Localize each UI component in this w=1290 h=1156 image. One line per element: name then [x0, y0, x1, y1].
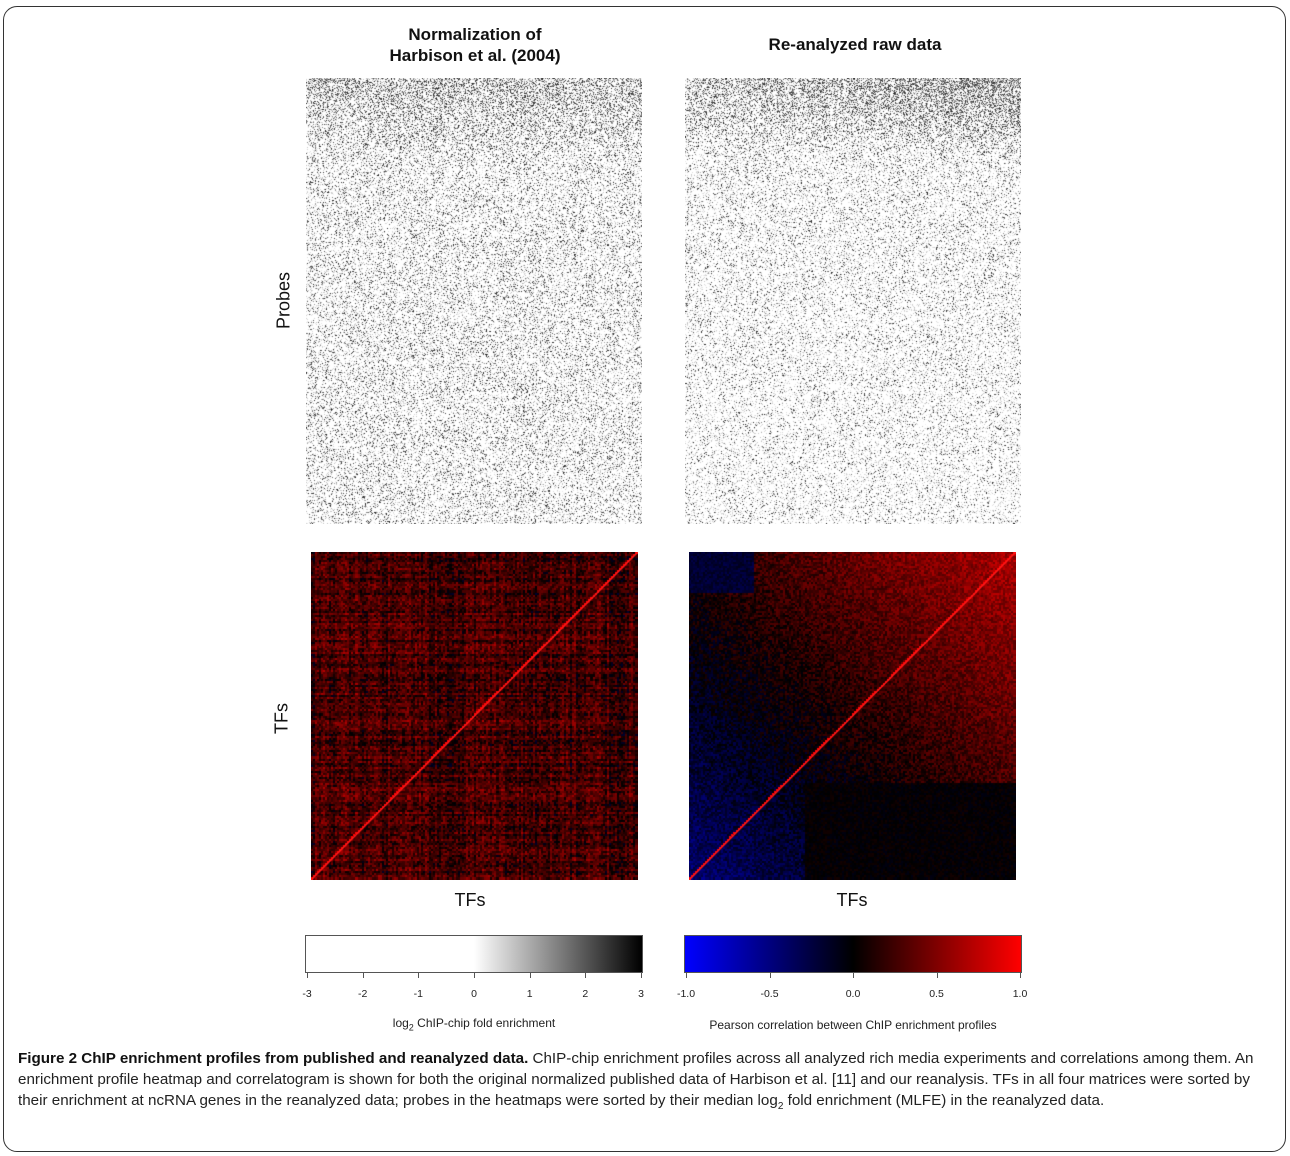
- x-label-tfs-left: TFs: [454, 890, 486, 910]
- colorbar-log2-tick: [585, 973, 587, 978]
- row-label-probes: Probes: [273, 271, 294, 330]
- colorbar-pearson-tick: [769, 973, 771, 978]
- colorbar-log2-tick-label: 0: [471, 988, 477, 1000]
- colorbar-log2-tick-label: -1: [413, 988, 423, 1000]
- caption-text: ChIP-chip enrichment profiles across all…: [18, 1050, 1254, 1109]
- colorbar-pearson-tick: [853, 973, 854, 978]
- heatmap-probes-reanalyzed: [685, 78, 1021, 524]
- colorbar-pearson-title: Pearson correlation between ChIP enrichm…: [709, 1018, 997, 1032]
- colorbar-log2-title: log2 ChIP-chip fold enrichment: [392, 1016, 556, 1033]
- colorbar-pearson-tick-label: 0.5: [929, 988, 944, 1000]
- colorbar-log2-tick-label: -2: [357, 988, 368, 1000]
- colorbar-log2-tick: [474, 973, 475, 978]
- col-title-right-text: Re-analyzed raw data: [768, 35, 942, 54]
- colorbar-log2-tick-label: 2: [582, 988, 589, 1000]
- col-title-left-text: Normalization of Harbison et al. (2004): [389, 25, 561, 65]
- colorbar-pearson-tick: [1020, 973, 1021, 978]
- colorbar-log2-tick-label: 1: [526, 988, 533, 1000]
- colorbar-log2-tick: [362, 973, 364, 978]
- colorbar-log2-tick: [529, 973, 531, 978]
- figure-caption: Figure 2 ChIP enrichment profiles from p…: [18, 1050, 1254, 1113]
- colorbar-pearson-tick-label: -1.0: [676, 988, 696, 1000]
- colorbar-pearson-correlation: [684, 935, 1022, 973]
- correlatogram-harbison: [311, 552, 638, 880]
- colorbar-pearson-tick-label: 0.0: [845, 988, 861, 1000]
- colorbar-log2-enrichment: [305, 935, 643, 973]
- colorbar-log2-tick-label: 3: [638, 988, 644, 1000]
- heatmap-probes-harbison: [306, 78, 642, 524]
- col-title-right: Re-analyzed raw data: [705, 34, 1005, 55]
- colorbar-log2-tick: [418, 973, 420, 978]
- colorbar-log2-tick: [307, 973, 308, 978]
- colorbar-pearson-tick-label: 1.0: [1012, 988, 1028, 1000]
- col-title-left: Normalization of Harbison et al. (2004): [330, 24, 620, 66]
- caption-label: Figure 2 ChIP enrichment profiles from p…: [18, 1050, 529, 1067]
- colorbar-log2-tick-label: -3: [302, 988, 312, 1000]
- row-label-tfs: TFs: [271, 703, 292, 734]
- correlatogram-reanalyzed: [689, 552, 1016, 880]
- colorbar-pearson-tick-label: -0.5: [760, 988, 779, 1000]
- colorbar-pearson-tick: [686, 973, 687, 978]
- figure-frame: [3, 6, 1286, 1152]
- colorbar-pearson-tick: [936, 973, 938, 978]
- x-label-tfs-right: TFs: [836, 890, 868, 910]
- colorbar-log2-tick: [641, 973, 642, 978]
